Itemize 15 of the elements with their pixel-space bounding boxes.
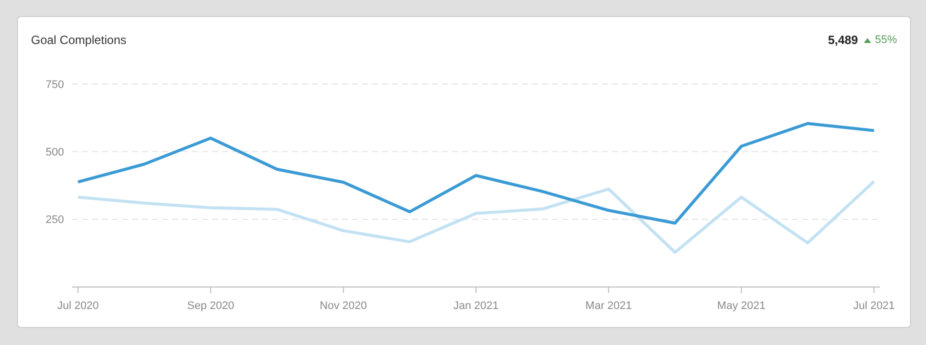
y-tick-label: 250 — [46, 214, 64, 226]
x-tick-label: Mar 2021 — [585, 300, 632, 312]
text: 55% — [874, 34, 897, 46]
text: 5,489 — [828, 33, 858, 47]
x-tick-label: Jan 2021 — [453, 300, 499, 312]
line-series — [76, 122, 876, 225]
y-tick-label: 750 — [46, 78, 64, 91]
x-tick-label: Sep 2020 — [187, 300, 234, 312]
x-tick-label: Nov 2020 — [320, 300, 367, 312]
x-tick-label: May 2021 — [717, 300, 766, 312]
chart-title: Goal Completions — [31, 33, 126, 47]
y-tick-label: 500 — [46, 146, 64, 159]
line-series — [76, 180, 876, 254]
x-tick-label: Jul 2020 — [57, 300, 99, 312]
x-tick-label: Jul 2021 — [853, 300, 895, 312]
